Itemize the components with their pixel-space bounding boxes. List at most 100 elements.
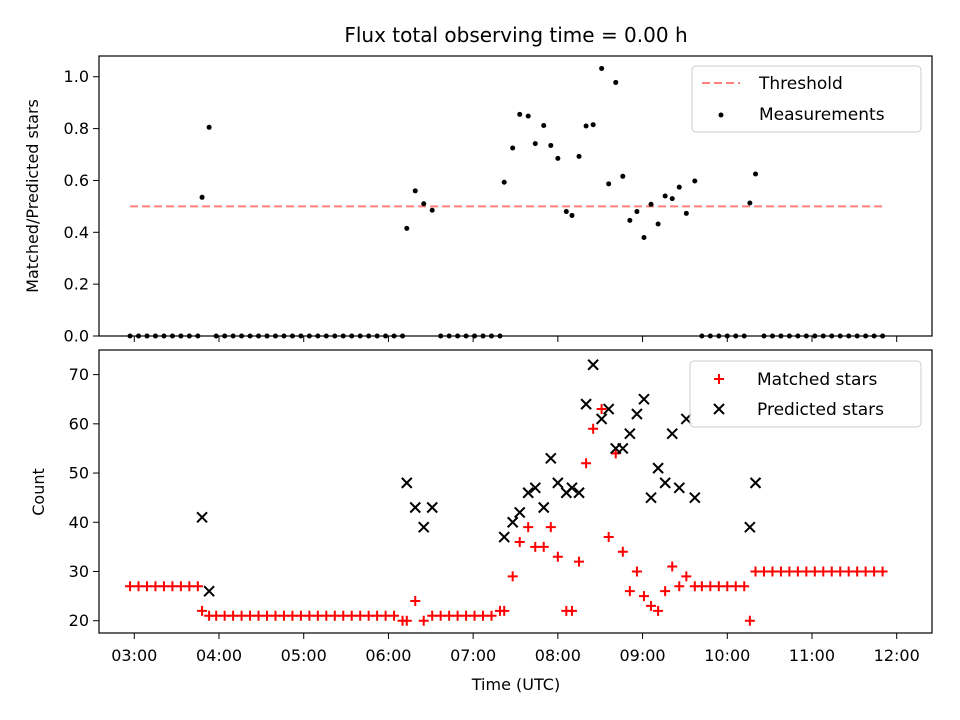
measurement-point: [555, 155, 561, 161]
x-tick-label: 07:00: [450, 646, 496, 665]
measurement-point: [412, 188, 418, 194]
matched-star-marker: [287, 610, 298, 621]
matched-star-marker: [681, 571, 692, 582]
matched-star-marker: [486, 610, 497, 621]
y-tick-label: 30: [69, 562, 89, 581]
measurement-point: [517, 111, 523, 117]
matched-star-marker: [835, 566, 846, 577]
matched-star-marker: [801, 566, 812, 577]
matched-star-marker: [758, 566, 769, 577]
matched-star-marker: [767, 566, 778, 577]
matched-star-marker: [245, 610, 256, 621]
y-tick-label: 50: [69, 464, 89, 483]
y-tick-label: 40: [69, 513, 89, 532]
matched-star-marker: [852, 566, 863, 577]
predicted-star-marker: [580, 398, 592, 410]
matched-star-marker: [545, 522, 556, 533]
matched-star-marker: [877, 566, 888, 577]
ratio-panel: Flux total observing time = 0.00 h Match…: [23, 23, 933, 346]
predicted-star-marker: [595, 413, 608, 425]
matched-star-marker: [646, 600, 657, 611]
predicted-star-marker: [624, 427, 636, 440]
matched-star-marker: [184, 581, 195, 592]
matched-star-marker: [278, 610, 289, 621]
matched-star-marker: [389, 610, 400, 621]
predicted-star-marker: [617, 442, 629, 455]
measurement-point: [747, 200, 753, 206]
measurement-point: [599, 65, 605, 71]
matched-star-marker: [452, 610, 463, 621]
predicted-star-marker: [538, 501, 550, 514]
measurement-point: [655, 221, 661, 227]
predicted-star-marker: [426, 501, 438, 514]
matched-star-marker: [514, 536, 525, 547]
matched-star-marker: [523, 522, 534, 533]
matched-star-marker: [211, 610, 222, 621]
matched-star-marker: [150, 581, 161, 592]
matched-star-marker: [750, 566, 761, 577]
measurement-point: [429, 207, 435, 213]
y-tick-label: 0.0: [64, 327, 89, 346]
matched-star-marker: [574, 556, 585, 567]
predicted-star-marker: [522, 487, 534, 499]
x-tick-label: 04:00: [196, 646, 242, 665]
matched-star-marker: [624, 586, 635, 597]
matched-star-marker: [826, 566, 837, 577]
y-axis-label-top: Matched/Predicted stars: [23, 99, 42, 293]
matched-star-marker: [380, 610, 391, 621]
measurement-point: [676, 184, 682, 190]
predicted-star-marker: [566, 482, 578, 494]
measurement-point: [627, 217, 633, 223]
measurement-point: [525, 113, 531, 119]
measurement-point: [501, 179, 507, 185]
predicted-star-marker: [409, 501, 421, 514]
predicted-star-marker: [552, 477, 564, 489]
measurement-point: [620, 173, 626, 179]
predicted-star-marker: [645, 491, 657, 504]
measurement-point: [510, 145, 516, 151]
matched-star-marker: [461, 610, 472, 621]
x-tick-label: 08:00: [535, 646, 581, 665]
bottom-x-ticks: 03:00 04:00 05:00 06:00 07:00 08:00 09:00 10:00…: [111, 633, 920, 665]
x-tick-label: 11:00: [789, 646, 835, 665]
matched-star-marker: [192, 581, 203, 592]
matched-star-marker: [775, 566, 786, 577]
matched-star-marker: [730, 581, 741, 592]
x-tick-label: 06:00: [365, 646, 411, 665]
matched-star-marker: [603, 532, 614, 543]
measurement-point: [548, 142, 554, 148]
matched-star-marker: [538, 541, 549, 552]
matched-star-marker: [744, 615, 755, 626]
predicted-star-marker: [638, 393, 650, 405]
matched-star-marker: [262, 610, 273, 621]
predicted-star-marker: [602, 403, 615, 415]
x-tick-label: 09:00: [620, 646, 666, 665]
predicted-star-marker: [418, 521, 430, 533]
measurement-point: [576, 153, 582, 159]
measurement-point: [541, 122, 547, 128]
matched-star-marker: [321, 610, 332, 621]
bottom-plot-marks: [125, 359, 888, 626]
x-tick-label: 05:00: [281, 646, 327, 665]
matched-star-marker: [142, 581, 153, 592]
matched-star-marker: [722, 581, 733, 592]
matched-star-marker: [809, 566, 820, 577]
matched-star-marker: [843, 566, 854, 577]
predicted-star-marker: [203, 585, 215, 597]
measurement-points: [127, 65, 886, 339]
measurement-point: [206, 124, 212, 130]
measurement-point: [421, 201, 427, 207]
matched-star-marker: [253, 610, 264, 621]
y-tick-label: 60: [69, 414, 89, 433]
measurement-point: [583, 123, 589, 129]
matched-star-marker: [312, 610, 323, 621]
matched-star-marker: [444, 610, 455, 621]
matched-star-marker: [410, 596, 421, 607]
matched-star-marker: [133, 581, 144, 592]
x-tick-label: 03:00: [111, 646, 157, 665]
matched-star-marker: [175, 581, 186, 592]
matched-star-marker: [638, 591, 649, 602]
matched-star-marker: [346, 610, 357, 621]
matched-stars-points: [125, 404, 888, 626]
